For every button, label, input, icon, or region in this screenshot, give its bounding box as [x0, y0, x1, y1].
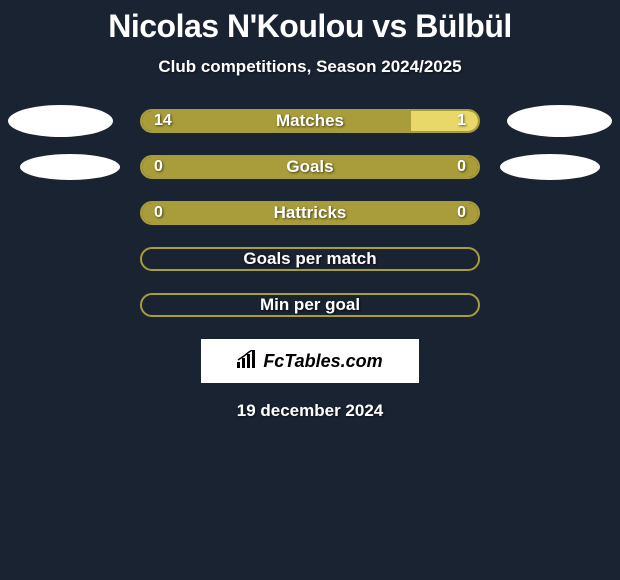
stat-bar: Min per goal [140, 293, 480, 317]
player-avatar-left [20, 154, 120, 180]
brand-box: FcTables.com [201, 339, 419, 383]
stats-area: 14Matches10Goals00Hattricks0Goals per ma… [0, 109, 620, 317]
stat-label: Goals [142, 157, 478, 177]
stat-value-right: 0 [457, 158, 466, 176]
stat-label: Hattricks [142, 203, 478, 223]
stat-bar: 0Goals0 [140, 155, 480, 179]
date-text: 19 december 2024 [0, 401, 620, 421]
stat-label: Goals per match [142, 249, 478, 269]
stat-row: Min per goal [0, 293, 620, 317]
stat-value-right: 1 [457, 112, 466, 130]
player-avatar-left [8, 105, 113, 137]
stat-row: 0Hattricks0 [0, 201, 620, 225]
stat-bar: Goals per match [140, 247, 480, 271]
stat-row: 14Matches1 [0, 109, 620, 133]
stat-bar: 0Hattricks0 [140, 201, 480, 225]
stat-row: Goals per match [0, 247, 620, 271]
chart-icon [237, 350, 259, 373]
brand-label: FcTables.com [237, 350, 382, 373]
stat-label: Matches [142, 111, 478, 131]
comparison-container: Nicolas N'Koulou vs Bülbül Club competit… [0, 0, 620, 421]
player-avatar-right [507, 105, 612, 137]
stat-value-right: 0 [457, 204, 466, 222]
subtitle: Club competitions, Season 2024/2025 [0, 57, 620, 77]
stat-row: 0Goals0 [0, 155, 620, 179]
stat-label: Min per goal [142, 295, 478, 315]
player-avatar-right [500, 154, 600, 180]
stat-bar: 14Matches1 [140, 109, 480, 133]
page-title: Nicolas N'Koulou vs Bülbül [0, 8, 620, 45]
brand-text: FcTables.com [263, 351, 382, 372]
